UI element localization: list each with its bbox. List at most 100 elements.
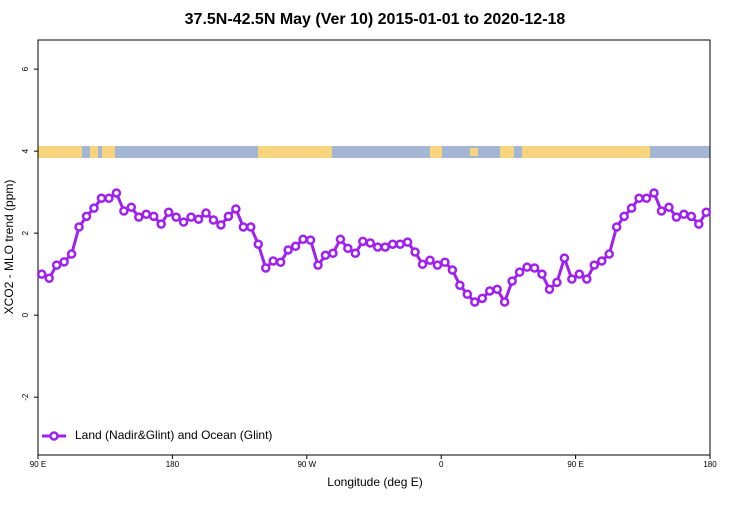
point (51, 260, 62, 270)
x-tick-label: 90 E (567, 460, 583, 469)
point (462, 289, 473, 299)
point (544, 284, 555, 295)
point (44, 273, 54, 284)
point (275, 257, 286, 268)
x-tick-label: 90 E (30, 460, 46, 469)
point (656, 206, 667, 216)
x-tick-label: 0 (439, 460, 444, 469)
point (649, 188, 659, 198)
y-tick-label: 0 (21, 312, 30, 317)
point (313, 260, 323, 270)
point (537, 269, 547, 279)
point (380, 242, 390, 252)
point (619, 211, 629, 222)
point (582, 274, 592, 284)
point (148, 211, 159, 222)
point (365, 238, 376, 248)
land-ocean-strip (38, 146, 710, 158)
point (193, 214, 204, 224)
point (81, 211, 92, 222)
point (694, 219, 704, 229)
legend-marker (49, 431, 59, 441)
point (223, 211, 234, 222)
x-tick-label: 180 (166, 460, 180, 469)
point (350, 248, 361, 258)
point (268, 256, 278, 266)
point (574, 269, 585, 279)
point (499, 297, 510, 307)
point (507, 276, 517, 286)
point (387, 239, 398, 249)
point (484, 286, 495, 296)
point (626, 203, 637, 213)
point (96, 193, 107, 204)
point (119, 206, 129, 216)
point (238, 222, 249, 232)
point (567, 274, 577, 284)
point (395, 239, 405, 249)
point (634, 193, 644, 204)
point (447, 265, 458, 275)
point (372, 242, 383, 252)
point (178, 217, 189, 227)
point (686, 211, 697, 222)
point (216, 220, 226, 230)
point (596, 256, 607, 266)
point (358, 236, 368, 247)
y-axis-label: XCO2 - MLO trend (ppm) (2, 180, 16, 315)
point (290, 241, 301, 252)
point (231, 204, 241, 214)
chart-title: 37.5N-42.5N May (Ver 10) 2015-01-01 to 2… (185, 11, 566, 28)
x-tick-label: 180 (703, 460, 717, 469)
point (163, 207, 174, 217)
point (589, 260, 600, 270)
point (425, 255, 435, 265)
point (74, 222, 84, 232)
point (246, 222, 256, 232)
point (126, 202, 137, 213)
point (335, 234, 346, 245)
point (208, 215, 219, 225)
point (298, 234, 308, 245)
y-tick-label: 4 (21, 148, 30, 153)
y-tick-label: 6 (21, 66, 30, 71)
point (522, 262, 532, 272)
point (492, 284, 502, 295)
point (410, 247, 420, 257)
point (260, 263, 271, 273)
point (477, 293, 488, 304)
point (111, 188, 122, 198)
point (679, 209, 689, 220)
point (402, 237, 413, 247)
point (89, 203, 99, 213)
legend-label: Land (Nadir&Glint) and Ocean (Glint) (75, 428, 272, 442)
point (559, 253, 570, 263)
x-axis-label: Longitude (deg E) (327, 475, 422, 489)
point (343, 243, 353, 254)
point (253, 239, 264, 249)
point (59, 257, 69, 267)
point (186, 212, 196, 222)
point (156, 219, 166, 229)
point (283, 245, 293, 255)
point (141, 209, 152, 220)
point (328, 248, 338, 258)
point (604, 249, 614, 259)
point (36, 269, 47, 279)
point (417, 259, 428, 270)
y-tick-label: 2 (21, 230, 30, 235)
y-tick-label: -2 (21, 393, 30, 401)
point (701, 207, 712, 217)
point (305, 235, 316, 245)
point (552, 277, 562, 288)
point (611, 222, 622, 232)
point (455, 280, 465, 290)
point (66, 249, 77, 259)
point (529, 263, 540, 273)
point (171, 212, 181, 222)
point (134, 212, 144, 222)
point (514, 267, 525, 277)
point (432, 260, 443, 270)
point (440, 257, 450, 268)
